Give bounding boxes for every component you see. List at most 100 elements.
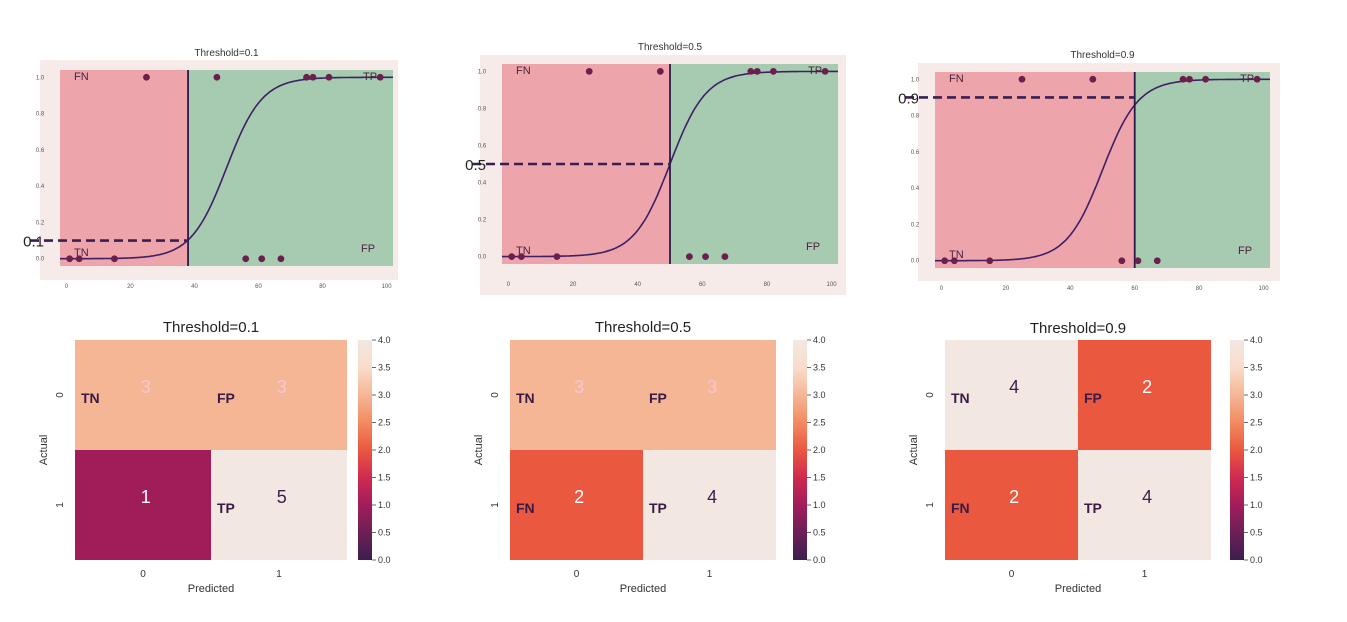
x-tick-label: 40 [634,282,641,288]
x-tick-label: 20 [1003,286,1010,292]
y-tick-label: 0 [55,392,66,398]
data-point-negative [1153,257,1161,265]
data-point-negative [277,255,285,263]
y-tick-label: 0 [490,392,501,398]
tp-region-label: TP [808,65,822,77]
data-point-positive [769,68,777,75]
data-point-positive [585,68,593,75]
y-tick-label: 0.2 [911,222,920,228]
x-tick-label: 100 [382,284,393,290]
colorbar-tick-label: 3.0 [813,390,826,400]
x-tick-label: 40 [191,284,198,290]
cell-value: 3 [574,377,584,397]
data-point-positive [376,73,384,81]
data-point-positive [303,73,310,81]
y-tick-label: 0.4 [36,184,45,190]
tp-region-label: TP [1240,73,1254,85]
positive-region [670,64,838,264]
matrix-cell [510,340,643,450]
colorbar [1230,340,1244,560]
colorbar-tick-label: 0.0 [378,555,391,565]
negative-region [60,70,189,266]
colorbar-tick-label: 2.0 [813,445,826,455]
data-point-positive [1253,75,1261,83]
cell-value: 3 [277,377,287,397]
x-tick-label: 0 [940,286,944,292]
cell-quadrant-label: FP [649,390,667,406]
colorbar-tick-label: 1.0 [813,500,826,510]
colorbar-tick-label: 2.5 [813,418,826,428]
x-tick-label: 1 [1142,569,1148,580]
colorbar-tick-label: 0.0 [813,555,826,565]
x-tick-label: 80 [1196,286,1203,292]
fn-region-label: FN [74,71,89,83]
cell-value: 2 [574,487,584,507]
negative-region [935,72,1135,268]
positive-region [188,70,393,266]
plot-title: Threshold=0.5 [638,42,703,53]
fn-region-label: FN [516,65,531,77]
matrix-title: Threshold=0.1 [163,319,259,336]
y-tick-label: 0.2 [478,218,487,224]
data-point-negative [517,253,525,260]
threshold-plot-1: Threshold=0.1 0 20 40 60 80 100 0.0 0.2 0.4 0.6 0.8… [23,48,398,290]
x-tick-label: 0 [574,569,580,580]
colorbar-tick-label: 1.0 [378,500,391,510]
colorbar-tick-label: 2.0 [1250,445,1263,455]
data-point-positive [747,68,755,75]
colorbar-tick-label: 3.0 [1250,390,1263,400]
data-point-negative [702,253,709,260]
matrix-title: Threshold=0.5 [595,319,691,336]
x-tick-label: 100 [827,282,838,288]
cell-quadrant-label: TN [81,390,100,406]
plot-title: Threshold=0.9 [1070,50,1135,61]
data-point-positive [1018,75,1026,83]
y-tick-label: 1 [490,502,501,508]
y-tick-label: 0.6 [478,143,487,149]
y-tick-label: 0.4 [911,186,920,192]
colorbar-tick-label: 0.5 [378,528,391,538]
x-tick-label: 60 [255,284,262,290]
matrix-cell [510,450,643,560]
cell-quadrant-label: TN [951,390,970,406]
x-axis-label: Predicted [188,583,234,595]
colorbar-tick-label: 4.0 [813,335,826,345]
tp-region-label: TP [363,71,377,83]
data-point-negative [258,255,266,263]
data-point-negative [75,255,83,263]
y-tick-label: 1.0 [478,69,487,75]
matrix-cell [945,450,1078,560]
colorbar [793,340,807,560]
threshold-value-label: 0.1 [23,234,44,251]
y-tick-label: 0.6 [36,148,45,154]
cell-value: 5 [277,487,287,507]
y-tick-label: 0.8 [478,106,487,112]
matrix-cell [1078,340,1211,450]
x-tick-label: 1 [276,569,282,580]
data-point-negative [111,255,118,263]
colorbar-tick-label: 3.5 [378,363,391,373]
colorbar-tick-label: 2.0 [378,445,391,455]
fp-region-label: FP [361,243,375,255]
cell-value: 3 [707,377,717,397]
x-tick-label: 20 [127,284,134,290]
y-tick-label: 0.0 [478,255,487,261]
confusion-matrix-3: Threshold=0.9 4 TN 2 FP 2 FN 4 TP 0 1 0 1 Predicted Ac… [908,320,1263,595]
colorbar [358,340,372,560]
matrix-cell [75,450,211,560]
y-tick-label: 0.0 [36,257,45,263]
y-tick-label: 1 [55,502,66,508]
colorbar-tick-label: 3.5 [813,363,826,373]
matrix-cell [211,340,347,450]
x-tick-label: 60 [1131,286,1138,292]
data-point-negative [1134,257,1142,265]
matrix-cell [643,450,776,560]
x-tick-label: 100 [1259,286,1270,292]
matrix-cell [1078,450,1211,560]
data-point-positive [1186,75,1193,83]
cell-value: 1 [141,487,151,507]
x-tick-label: 0 [140,569,146,580]
fp-region-label: FP [806,241,820,253]
cell-quadrant-label: TP [217,500,235,516]
